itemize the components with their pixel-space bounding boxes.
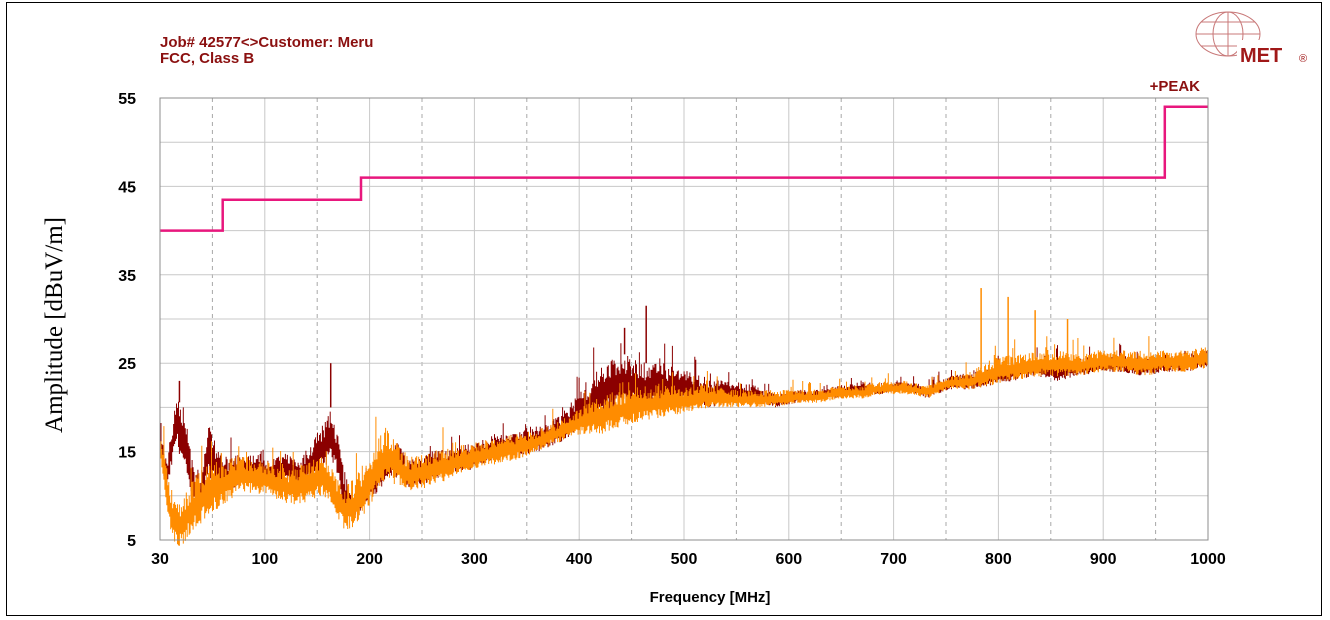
x-tick-label: 500 (671, 551, 698, 568)
logo-registered: ® (1299, 53, 1307, 65)
x-tick-label: 30 (151, 551, 169, 568)
y-tick-label: 15 (118, 445, 136, 462)
met-logo: MET ® (1195, 11, 1307, 67)
y-tick-label: 45 (118, 179, 136, 196)
globe-icon (1195, 11, 1261, 57)
tick-labels: 30 100 200 300 400 500 600 700 800 900 1000 5 15 25 35… (118, 91, 1226, 568)
legend-peak: +PEAK (1150, 78, 1201, 95)
y-tick-label: 5 (127, 533, 136, 550)
x-tick-label: 100 (251, 551, 278, 568)
x-tick-label: 1000 (1190, 551, 1226, 568)
y-tick-label: 35 (118, 268, 136, 285)
x-tick-label: 800 (985, 551, 1012, 568)
y-axis-label: Amplitude [dBuV/m] (41, 217, 68, 433)
data-traces (159, 105, 1208, 546)
y-tick-label: 55 (118, 91, 136, 108)
x-tick-label: 400 (566, 551, 593, 568)
x-tick-label: 900 (1090, 551, 1117, 568)
x-tick-label: 300 (461, 551, 488, 568)
x-tick-label: 700 (880, 551, 907, 568)
x-tick-label: 600 (775, 551, 802, 568)
y-tick-label: 25 (118, 356, 136, 373)
x-tick-label: 200 (356, 551, 383, 568)
plot-border (159, 97, 1209, 541)
header-line-1: Job# 42577<>Customer: Meru (160, 34, 373, 51)
chart-frame (6, 2, 1322, 616)
limit-line (160, 105, 1208, 232)
x-axis-label: Frequency [MHz] (650, 589, 771, 606)
header-line-2: FCC, Class B (160, 50, 254, 67)
logo-text: MET (1240, 45, 1282, 67)
